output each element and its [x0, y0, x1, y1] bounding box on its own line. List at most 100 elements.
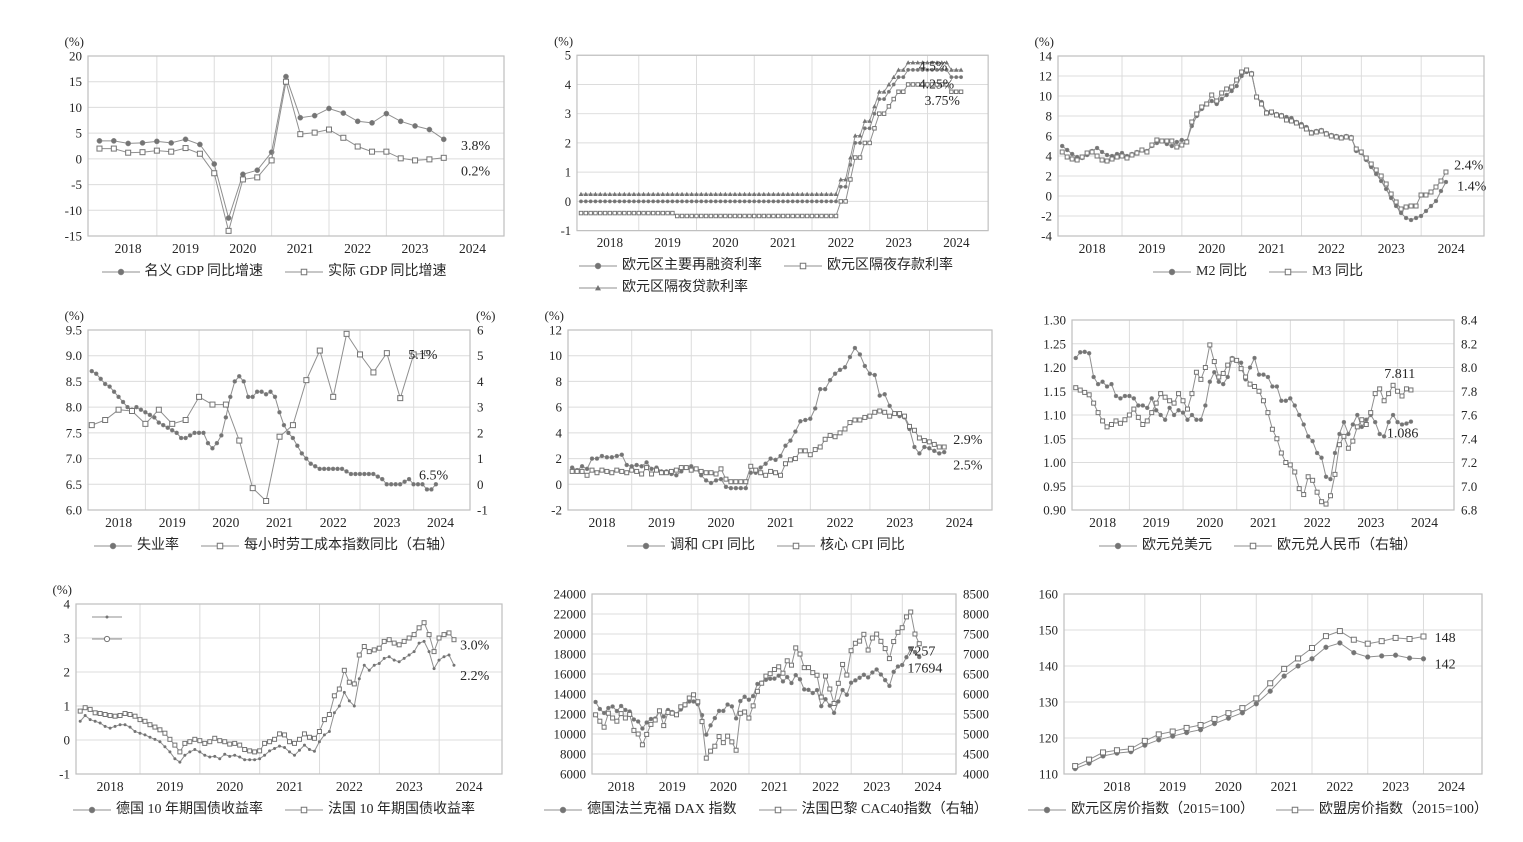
svg-text:2018: 2018: [588, 515, 615, 530]
svg-text:6500: 6500: [963, 667, 989, 682]
svg-text:1: 1: [64, 699, 71, 714]
svg-text:2021: 2021: [1271, 779, 1298, 794]
legend-label: 核心 CPI 同比: [820, 538, 905, 553]
svg-text:(%): (%): [65, 34, 85, 49]
svg-text:1.05: 1.05: [1043, 431, 1066, 446]
svg-text:10: 10: [1039, 89, 1052, 104]
square-marker-icon: [1276, 806, 1314, 814]
legend-label: 德国法兰克福 DAX 指数: [587, 802, 737, 817]
svg-text:4: 4: [477, 374, 484, 389]
chart-cpi: -2 0 2 4 6 8 10 12 2018 2019 2020 2021 2022 2023 2024 (…: [545, 308, 993, 530]
circle-marker-icon: [627, 542, 666, 550]
svg-text:-1: -1: [561, 224, 572, 238]
svg-text:2021: 2021: [1250, 515, 1277, 530]
svg-text:-15: -15: [65, 229, 82, 244]
legend-item: 欧元兑美元: [1099, 536, 1212, 556]
svg-text:8.0: 8.0: [66, 400, 82, 415]
svg-text:2019: 2019: [1143, 515, 1170, 530]
svg-text:3: 3: [64, 631, 71, 646]
circle-marker-icon: [579, 262, 617, 270]
legend-row: 德国法兰克福 DAX 指数 法国巴黎 CAC40指数（右轴）: [533, 800, 999, 822]
svg-text:148: 148: [1435, 631, 1456, 646]
svg-text:24000: 24000: [554, 587, 587, 602]
legend-unemployment-laborcost: 失业率 每小时劳工成本指数同比（右轴）: [83, 536, 465, 558]
svg-text:2019: 2019: [1138, 241, 1165, 256]
svg-text:8.5: 8.5: [66, 374, 82, 389]
legend-house-price: 欧元区房价指数（2015=100） 欧盟房价指数（2015=100）: [1017, 800, 1499, 822]
circle-marker-icon: [101, 268, 140, 276]
svg-text:2.9%: 2.9%: [953, 433, 983, 448]
legend-item: 欧盟房价指数（2015=100）: [1276, 800, 1488, 820]
svg-text:150: 150: [1039, 623, 1059, 638]
svg-text:6: 6: [477, 323, 484, 338]
svg-text:2023: 2023: [402, 241, 429, 256]
svg-text:4: 4: [565, 78, 572, 92]
svg-text:1.25: 1.25: [1043, 336, 1066, 351]
svg-text:5.1%: 5.1%: [408, 348, 438, 363]
legend-row: 失业率 每小时劳工成本指数同比（右轴）: [83, 536, 465, 558]
legend-label: 德国 10 年期国债收益率: [116, 802, 263, 817]
svg-text:2021: 2021: [276, 779, 303, 794]
svg-text:2022: 2022: [320, 515, 347, 530]
svg-text:2019: 2019: [648, 515, 675, 530]
svg-text:2021: 2021: [266, 515, 293, 530]
legend-item: M2 同比: [1153, 262, 1247, 282]
svg-text:20: 20: [69, 49, 82, 64]
svg-text:1.15: 1.15: [1043, 384, 1066, 399]
svg-text:4: 4: [1046, 149, 1053, 164]
svg-text:20000: 20000: [554, 627, 587, 642]
svg-text:9.0: 9.0: [66, 348, 82, 363]
svg-text:2022: 2022: [344, 241, 371, 256]
square-marker-icon: [758, 806, 797, 814]
svg-text:5500: 5500: [963, 707, 989, 722]
svg-text:2024: 2024: [946, 515, 973, 530]
svg-text:2022: 2022: [336, 779, 363, 794]
svg-text:110: 110: [1039, 767, 1058, 782]
svg-text:4: 4: [556, 425, 563, 440]
svg-text:2: 2: [477, 425, 484, 440]
svg-text:2022: 2022: [1326, 779, 1353, 794]
svg-text:160: 160: [1039, 587, 1059, 602]
svg-text:12: 12: [549, 323, 562, 338]
svg-text:2022: 2022: [827, 515, 854, 530]
svg-text:1.30: 1.30: [1043, 313, 1066, 328]
svg-text:8.4: 8.4: [1461, 313, 1478, 328]
svg-text:0: 0: [565, 195, 571, 209]
svg-text:22000: 22000: [554, 607, 587, 622]
chart-gdp-growth: -15 -10 -5 0 5 10 15 20 2018 2019 2020 2021 2022 2023…: [65, 34, 505, 256]
svg-text:2020: 2020: [216, 779, 243, 794]
svg-text:4000: 4000: [963, 767, 989, 782]
svg-text:2020: 2020: [708, 515, 735, 530]
svg-text:1.4%: 1.4%: [1457, 180, 1487, 195]
svg-text:2022: 2022: [828, 235, 854, 250]
circle-marker-icon: [1099, 542, 1137, 550]
chart-cell-eur-fx: 0.90 0.95 1.00 1.05 1.10 1.15 1.20 1.25 1.30 6.8 7…: [1014, 300, 1502, 574]
svg-text:-1: -1: [477, 503, 488, 518]
svg-text:1.00: 1.00: [1043, 455, 1066, 470]
svg-text:2022: 2022: [1318, 241, 1345, 256]
legend-item: M3 同比: [1269, 262, 1363, 282]
chart-bond-yields: -1 0 1 2 3 4 2018 2019 2020 2021 2022 2023 2024 (%) 3.…: [53, 582, 503, 794]
circle-marker-icon: [544, 806, 583, 814]
legend-row: 欧元区主要再融资利率 欧元区隔夜存款利率: [568, 256, 964, 278]
svg-text:2021: 2021: [1258, 241, 1285, 256]
svg-text:6.0: 6.0: [66, 503, 82, 518]
svg-text:1.10: 1.10: [1043, 408, 1066, 423]
svg-text:2: 2: [556, 451, 563, 466]
svg-text:2018: 2018: [597, 235, 624, 250]
svg-text:17694: 17694: [907, 662, 942, 677]
svg-text:2019: 2019: [1159, 779, 1186, 794]
svg-text:7257: 7257: [907, 645, 935, 660]
svg-text:2019: 2019: [156, 779, 183, 794]
svg-text:4.5%: 4.5%: [919, 59, 947, 74]
legend-row: 调和 CPI 同比 核心 CPI 同比: [616, 536, 916, 558]
svg-text:2024: 2024: [943, 235, 970, 250]
svg-text:2020: 2020: [1215, 779, 1242, 794]
svg-text:8: 8: [1046, 109, 1053, 124]
chart-cell-house-price: 110 120 130 140 150 160 2018 2019 2020 2021 2022 20…: [1014, 574, 1502, 842]
legend-item: 欧元区隔夜存款利率: [784, 256, 953, 276]
legend-item: 法国巴黎 CAC40指数（右轴）: [758, 800, 988, 820]
svg-text:7.8: 7.8: [1461, 384, 1477, 399]
chart-dax-cac: 6000 8000 10000 12000 14000 16000 18000 20000 22…: [554, 587, 990, 795]
legend-label: M2 同比: [1196, 264, 1247, 279]
